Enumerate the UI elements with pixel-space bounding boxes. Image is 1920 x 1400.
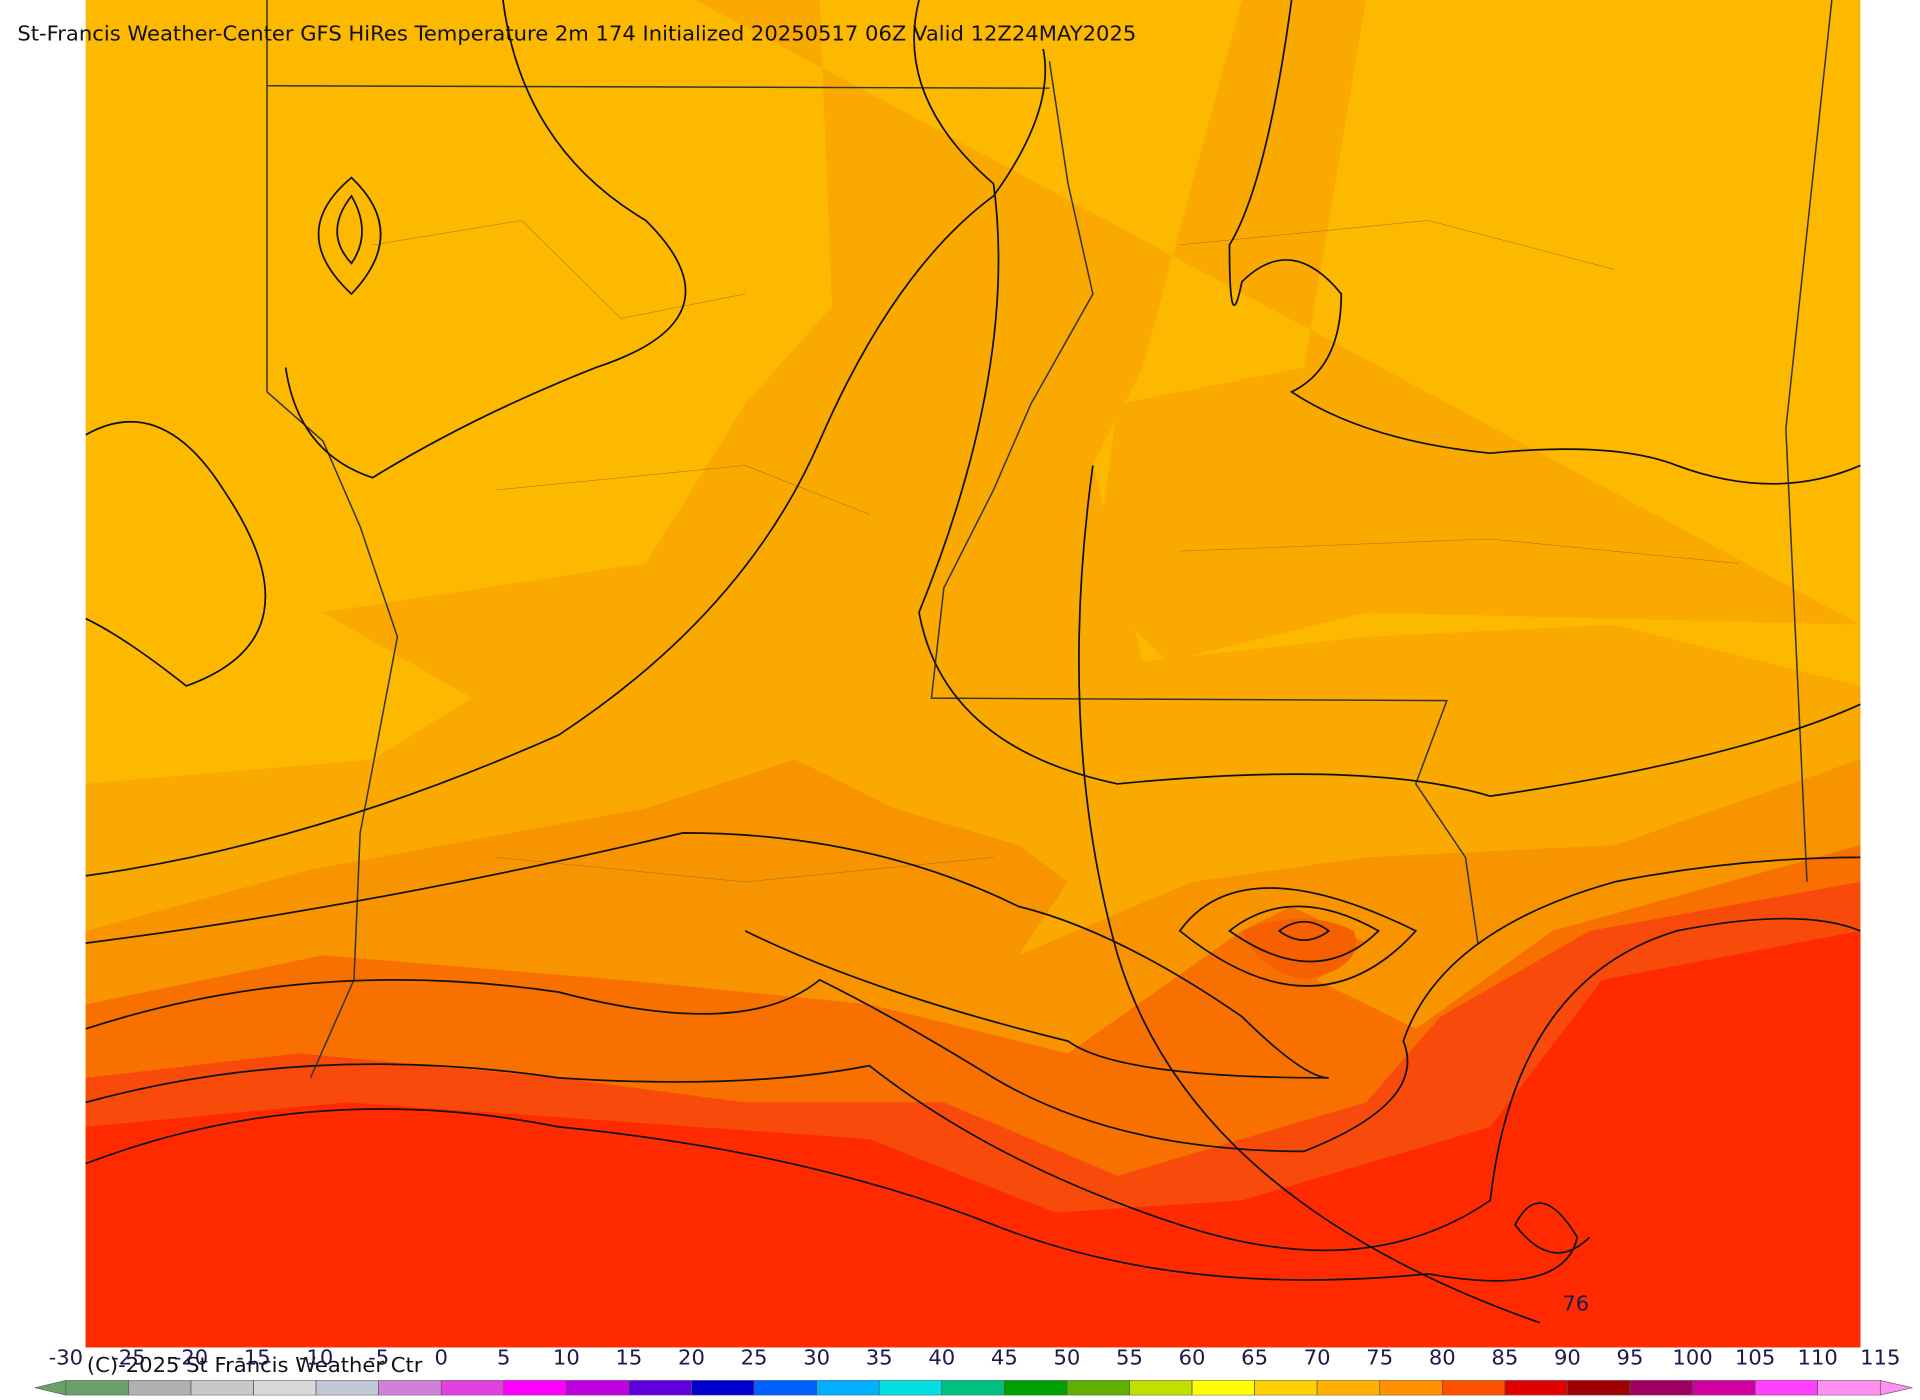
colorbar-segment — [128, 1380, 192, 1396]
contour — [85, 1108, 1591, 1282]
colorbar-segment — [1567, 1380, 1631, 1396]
colorbar-segment — [503, 1380, 567, 1396]
contour — [1178, 887, 1418, 987]
contour — [85, 832, 1329, 1079]
county-lines — [372, 220, 1739, 883]
map: 76 — [85, 0, 1861, 1348]
colorbar-tick-label: 100 — [1672, 1346, 1712, 1370]
colorbar-segment — [1316, 1380, 1380, 1396]
colorbar-tick-label: 90 — [1554, 1346, 1581, 1370]
colorbar-tick-label: 15 — [615, 1346, 642, 1370]
colorbar-tick-label: 95 — [1617, 1346, 1644, 1370]
colorbar-tick-label: -20 — [174, 1346, 208, 1370]
colorbar-tick-label: -5 — [368, 1346, 389, 1370]
colorbar-segment — [941, 1380, 1005, 1396]
colorbar-tick-label: 65 — [1241, 1346, 1268, 1370]
colorbar-segment — [1129, 1380, 1193, 1396]
state-border — [266, 0, 399, 1079]
colorbar-segment — [1254, 1380, 1318, 1396]
colorbar-arrow-right — [1879, 1380, 1913, 1396]
copyright: (C)-2025 St Francis Weather Ctr — [87, 1353, 423, 1377]
colorbar-segment — [1504, 1380, 1568, 1396]
contour — [317, 176, 382, 296]
colorbar-segment — [1066, 1380, 1130, 1396]
contour — [1078, 465, 1541, 1324]
colorbar-tick-label: 35 — [866, 1346, 893, 1370]
colorbar-tick-label: 0 — [435, 1346, 448, 1370]
colorbar-segment — [691, 1380, 755, 1396]
colorbar-tick-label: 80 — [1429, 1346, 1456, 1370]
colorbar-segment — [65, 1380, 129, 1396]
colorbar-tick-label: 10 — [553, 1346, 580, 1370]
warm-spot — [1241, 918, 1356, 980]
contour — [284, 0, 687, 479]
colorbar-tick-label: 85 — [1491, 1346, 1518, 1370]
colorbar-tick-label: 75 — [1366, 1346, 1393, 1370]
contour — [85, 856, 1861, 1153]
colorbar-tick-label: 30 — [803, 1346, 830, 1370]
state-border — [930, 61, 1479, 944]
colorbar-tick-label: 60 — [1179, 1346, 1206, 1370]
colorbar-segment — [1629, 1380, 1693, 1396]
state-border — [267, 85, 1050, 89]
colorbar-tick-label: 110 — [1798, 1346, 1838, 1370]
colorbar-segment — [1379, 1380, 1443, 1396]
colorbar-tick-label: 115 — [1860, 1346, 1900, 1370]
colorbar-segment — [315, 1380, 379, 1396]
colorbar-segment — [628, 1380, 692, 1396]
colorbar-segment — [1754, 1380, 1818, 1396]
colorbar-tick-label: 45 — [991, 1346, 1018, 1370]
deep-red-zone — [85, 930, 1861, 1348]
colorbar-segment — [1442, 1380, 1506, 1396]
colorbar-tick-label: 20 — [678, 1346, 705, 1370]
contour — [1228, 0, 1861, 485]
colorbar-segment — [878, 1380, 943, 1396]
colorbar-segment — [378, 1380, 442, 1396]
contour — [85, 420, 267, 687]
colorbar-tick-label: -10 — [299, 1346, 333, 1370]
colorbar-segment — [1191, 1380, 1255, 1396]
map-title: St-Francis Weather-Center GFS HiRes Temp… — [17, 22, 1136, 46]
colorbar-segment — [253, 1380, 317, 1396]
colorbar-tick-label: 55 — [1116, 1346, 1143, 1370]
colorbar-segment — [1004, 1380, 1068, 1396]
state-border — [1785, 0, 1833, 882]
colorbar-segment — [190, 1380, 254, 1396]
colorbar-tick-label: 40 — [928, 1346, 955, 1370]
contour-label: 76 — [1562, 1292, 1589, 1316]
contour — [85, 917, 1861, 1252]
contour — [913, 0, 1861, 798]
colorbar-segment — [753, 1380, 817, 1396]
colorbar-arrow-left — [34, 1380, 67, 1396]
colorbar-tick-label: 70 — [1304, 1346, 1331, 1370]
colorbar-tick-label: 5 — [497, 1346, 510, 1370]
colorbar-segment — [1692, 1380, 1756, 1396]
colorbar-tick-label: 25 — [741, 1346, 768, 1370]
colorbar-segment — [816, 1380, 880, 1396]
colorbar-tick-label: -15 — [236, 1346, 270, 1370]
colorbar-tick-label: -25 — [111, 1346, 145, 1370]
colorbar-segment — [566, 1380, 630, 1396]
colorbar: -30 -25 -20 -15 -10 -5 0 5 10 15 20 25 30 35 40 45 50 55 6… — [34, 1346, 1913, 1396]
colorbar-tick-label: 105 — [1735, 1346, 1775, 1370]
colorbar-segment — [1817, 1380, 1881, 1396]
colorbar-tick-label: 50 — [1053, 1346, 1080, 1370]
colorbar-tick-label: -30 — [49, 1346, 83, 1370]
colorbar-segment — [440, 1380, 505, 1396]
